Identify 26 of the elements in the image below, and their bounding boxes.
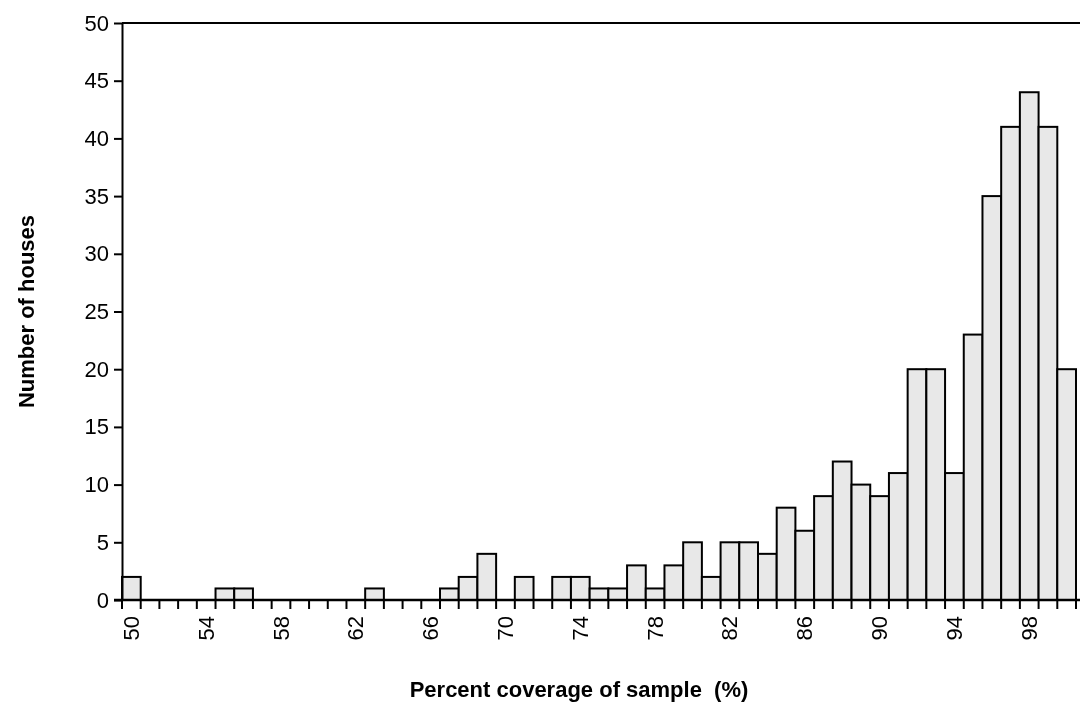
x-axis-title: Percent coverage of sample (%) — [409, 677, 749, 702]
y-tick-label: 20 — [84, 356, 109, 382]
y-tick-label: 35 — [84, 183, 109, 209]
x-tick-label: 86 — [792, 616, 818, 641]
y-tick-label: 45 — [84, 68, 109, 94]
y-axis-title: Number of houses — [14, 214, 39, 409]
x-tick-label: 70 — [492, 616, 518, 641]
y-tick-label: 15 — [84, 414, 109, 440]
y-tick-label: 0 — [96, 587, 109, 613]
x-tick-label: 74 — [567, 616, 593, 641]
x-tick-label: 54 — [193, 616, 219, 641]
y-tick-label: 30 — [84, 241, 109, 267]
y-tick-label: 10 — [84, 472, 109, 498]
x-tick-label: 78 — [642, 616, 668, 641]
x-tick-label: 90 — [867, 616, 893, 641]
x-tick-label: 82 — [717, 616, 743, 641]
x-tick-label: 94 — [941, 616, 967, 641]
y-tick-label: 5 — [96, 529, 109, 555]
x-tick-label: 62 — [343, 616, 369, 641]
y-tick-label: 40 — [84, 125, 109, 151]
y-tick-label: 25 — [84, 299, 109, 325]
x-tick-label: 50 — [118, 616, 144, 641]
x-tick-label: 98 — [1016, 616, 1042, 641]
x-tick-label: 66 — [418, 616, 444, 641]
x-tick-label: 58 — [268, 616, 294, 641]
y-tick-label: 50 — [84, 10, 109, 36]
